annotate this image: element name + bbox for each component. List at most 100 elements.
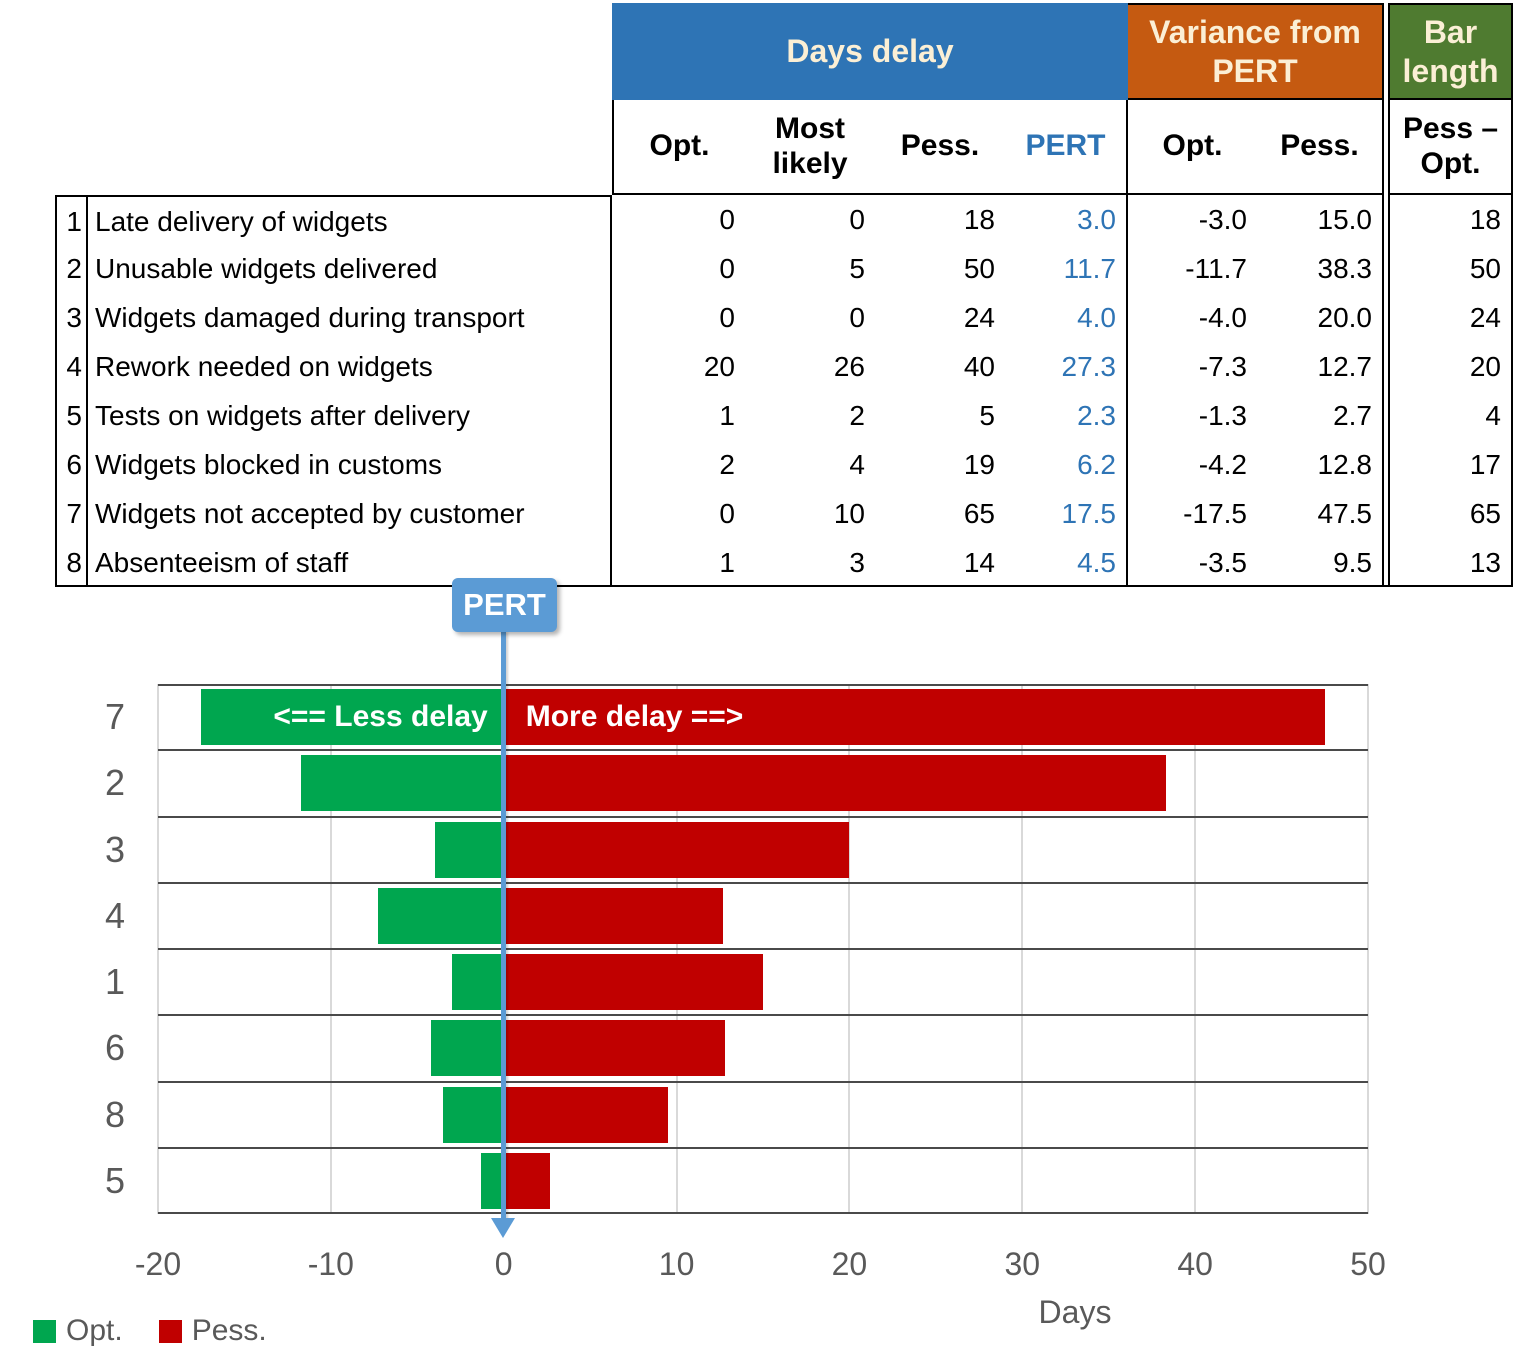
opt-bar	[431, 1020, 504, 1077]
risk-label: Unusable widgets delivered	[88, 244, 612, 293]
variance-opt-cell: -3.0	[1128, 195, 1257, 244]
col-header-pess-minus-opt: Pess – Opt.	[1388, 100, 1513, 195]
row-number: 2	[55, 244, 88, 293]
gridline	[1367, 684, 1369, 1214]
bar-length-cell: 24	[1388, 293, 1513, 342]
legend-item: Opt.	[33, 1314, 123, 1348]
opt-bar	[451, 954, 504, 1010]
pess-bar	[503, 1152, 551, 1209]
variance-pess-cell: 38.3	[1257, 244, 1384, 293]
bar-length-cell: 13	[1388, 538, 1513, 587]
pert-zero-line	[501, 630, 506, 1220]
pert-cell: 3.0	[1005, 195, 1128, 244]
x-tick-label: 30	[1004, 1246, 1041, 1282]
bar-length-cell: 18	[1388, 195, 1513, 244]
variance-opt-cell: -11.7	[1128, 244, 1257, 293]
pess-cell: 24	[875, 293, 1005, 342]
legend-swatch-icon	[33, 1319, 56, 1343]
days-delay-group-header: Days delay	[612, 3, 1128, 100]
category-label: 4	[104, 894, 126, 936]
most-likely-cell: 5	[745, 244, 875, 293]
row-separator-line	[158, 1146, 1368, 1149]
x-tick-label: 10	[658, 1246, 695, 1282]
opt-bar	[301, 755, 504, 812]
category-label: 6	[104, 1027, 126, 1069]
col-header-variance-opt: Opt.	[1128, 100, 1257, 195]
variance-pess-cell: 47.5	[1257, 489, 1384, 538]
category-label: 3	[104, 828, 126, 870]
risk-table: Days delay Variance from PERT Bar length…	[55, 3, 1513, 587]
opt-bar	[481, 1152, 504, 1209]
tornado-chart-plot-area: <== Less delay More delay ==>	[157, 684, 1369, 1214]
pert-cell: 4.0	[1005, 293, 1128, 342]
chart-legend: Opt. Pess.	[33, 1314, 267, 1348]
row-separator-line	[158, 1212, 1368, 1214]
variance-opt-cell: -17.5	[1128, 489, 1257, 538]
pess-cell: 14	[875, 538, 1005, 587]
pert-cell: 4.5	[1005, 538, 1128, 587]
most-likely-cell: 10	[745, 489, 875, 538]
col-header-opt: Opt.	[612, 100, 745, 195]
pess-bar	[503, 755, 1166, 812]
opt-bar	[443, 1086, 504, 1143]
category-label: 7	[104, 696, 126, 737]
pess-bar	[503, 954, 763, 1010]
column-gap	[1384, 440, 1388, 489]
variance-opt-cell: -4.0	[1128, 293, 1257, 342]
bar-length-cell: 4	[1388, 391, 1513, 440]
column-gap	[1384, 244, 1388, 293]
row-number: 5	[55, 391, 88, 440]
pess-cell: 18	[875, 195, 1005, 244]
pert-cell: 2.3	[1005, 391, 1128, 440]
row-number: 1	[55, 195, 88, 244]
legend-label: Opt.	[66, 1314, 123, 1347]
row-number: 3	[55, 293, 88, 342]
category-label: 1	[104, 961, 126, 1002]
risk-label: Widgets not accepted by customer	[88, 489, 612, 538]
x-tick-label: -10	[307, 1246, 354, 1282]
opt-bar	[434, 821, 504, 878]
opt-cell: 0	[612, 293, 745, 342]
most-likely-cell: 2	[745, 391, 875, 440]
row-separator-line	[158, 684, 1368, 686]
category-label: 5	[104, 1159, 126, 1201]
x-tick-label: 40	[1177, 1246, 1213, 1282]
variance-opt-cell: -1.3	[1128, 391, 1257, 440]
row-separator-line	[158, 948, 1368, 950]
pess-bar	[503, 821, 850, 878]
opt-cell: 1	[612, 538, 745, 587]
bar-length-cell: 17	[1388, 440, 1513, 489]
variance-group-header: Variance from PERT	[1128, 3, 1384, 100]
opt-cell: 1	[612, 391, 745, 440]
column-gap	[1384, 100, 1388, 195]
row-number: 6	[55, 440, 88, 489]
pess-bar	[503, 1020, 725, 1077]
more-delay-annotation: More delay ==>	[525, 700, 744, 733]
x-tick-label: -20	[134, 1246, 182, 1282]
category-label: 2	[104, 762, 126, 804]
pert-arrow-down-icon	[491, 1218, 515, 1238]
opt-cell: 0	[612, 244, 745, 293]
risk-label: Widgets blocked in customs	[88, 440, 612, 489]
most-likely-cell: 4	[745, 440, 875, 489]
risk-label: Widgets damaged during transport	[88, 293, 612, 342]
row-separator-line	[158, 1080, 1368, 1083]
variance-pess-cell: 9.5	[1257, 538, 1384, 587]
row-number: 8	[55, 538, 88, 587]
opt-bar	[377, 887, 504, 944]
column-gap	[1384, 538, 1388, 587]
most-likely-cell: 3	[745, 538, 875, 587]
bar-length-group-header: Bar length	[1388, 3, 1513, 100]
col-header-variance-pess: Pess.	[1257, 100, 1384, 195]
column-gap	[1384, 342, 1388, 391]
col-header-pess: Pess.	[875, 100, 1005, 195]
variance-opt-cell: -3.5	[1128, 538, 1257, 587]
row-number: 4	[55, 342, 88, 391]
opt-bar	[201, 689, 504, 745]
variance-pess-cell: 20.0	[1257, 293, 1384, 342]
row-separator-line	[158, 815, 1368, 818]
variance-pess-cell: 2.7	[1257, 391, 1384, 440]
opt-cell: 20	[612, 342, 745, 391]
x-axis-title: Days	[1038, 1294, 1112, 1330]
